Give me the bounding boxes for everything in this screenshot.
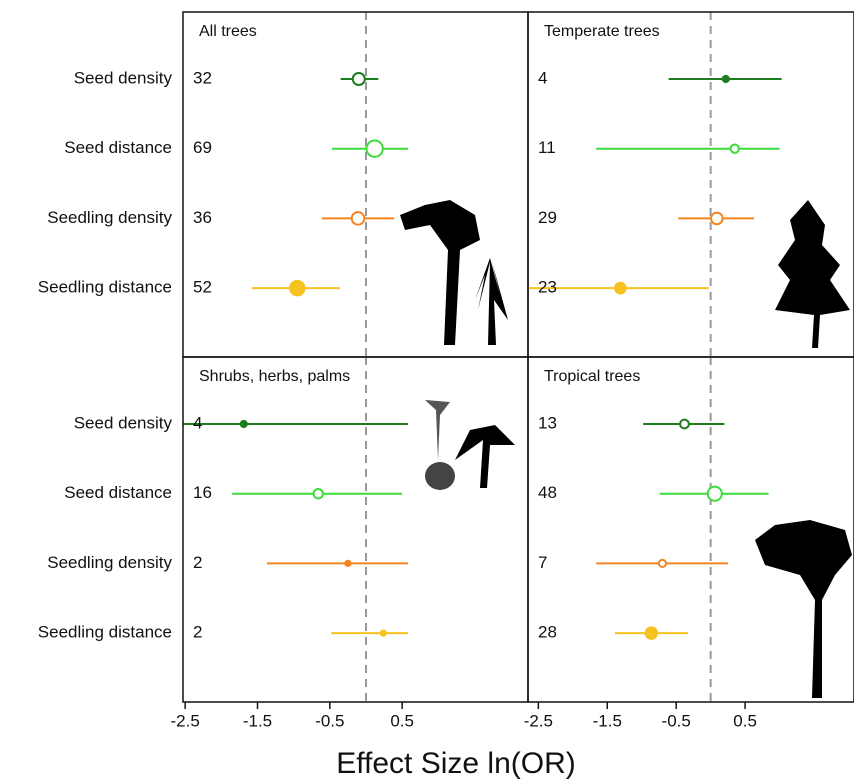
n-label: 32 bbox=[193, 68, 212, 87]
n-label: 48 bbox=[538, 483, 557, 502]
row-label: Seedling density bbox=[47, 208, 172, 227]
point-estimate bbox=[706, 485, 723, 502]
row-label: Seed density bbox=[74, 413, 173, 432]
point-estimate bbox=[657, 558, 668, 569]
x-tick-label: 0.5 bbox=[390, 711, 414, 730]
n-label: 4 bbox=[538, 68, 547, 87]
n-label: 11 bbox=[538, 138, 556, 157]
n-label: 36 bbox=[193, 208, 212, 227]
n-label: 4 bbox=[193, 413, 202, 432]
point-estimate bbox=[614, 281, 627, 295]
n-label: 23 bbox=[538, 278, 557, 297]
row-label: Seed distance bbox=[64, 138, 172, 157]
panel-frame bbox=[182, 11, 529, 358]
point-estimate bbox=[679, 418, 690, 430]
n-label: 7 bbox=[538, 553, 547, 572]
silhouettes bbox=[400, 200, 852, 698]
panel-title: All trees bbox=[199, 23, 257, 40]
row-label: Seed distance bbox=[64, 483, 172, 502]
n-label: 28 bbox=[538, 623, 557, 642]
x-tick-label: -1.5 bbox=[243, 711, 272, 730]
point-estimate bbox=[239, 419, 248, 429]
panel-title: Tropical trees bbox=[544, 368, 640, 385]
panel-title: Temperate trees bbox=[544, 23, 660, 40]
point-estimate bbox=[289, 279, 306, 297]
n-label: 2 bbox=[193, 553, 202, 572]
x-tick-label: -0.5 bbox=[315, 711, 344, 730]
point-estimate bbox=[644, 626, 659, 640]
row-label: Seed density bbox=[74, 68, 173, 87]
point-estimate bbox=[379, 629, 387, 637]
panel-frame bbox=[527, 356, 854, 703]
point-estimate bbox=[721, 74, 730, 84]
n-label: 52 bbox=[193, 278, 212, 297]
point-estimate bbox=[729, 143, 740, 154]
row-label: Seedling distance bbox=[38, 278, 172, 297]
point-estimate bbox=[351, 71, 366, 87]
point-estimate bbox=[344, 559, 352, 568]
panel-title: Shrubs, herbs, palms bbox=[199, 368, 350, 385]
n-label: 2 bbox=[193, 623, 202, 642]
panel-frame bbox=[182, 356, 529, 703]
x-tick-label: -2.5 bbox=[524, 711, 553, 730]
n-label: 16 bbox=[193, 483, 212, 502]
n-label: 29 bbox=[538, 208, 557, 227]
point-estimate bbox=[350, 211, 366, 226]
x-tick-label: -1.5 bbox=[593, 711, 622, 730]
n-label: 69 bbox=[193, 138, 212, 157]
x-tick-label: -2.5 bbox=[171, 711, 200, 730]
point-estimate bbox=[710, 211, 724, 226]
x-axis-title: Effect Size ln(OR) bbox=[336, 747, 576, 780]
row-label: Seedling distance bbox=[38, 623, 172, 642]
x-tick-label: -0.5 bbox=[662, 711, 691, 730]
point-estimate bbox=[365, 139, 384, 158]
row-label: Seedling density bbox=[47, 553, 172, 572]
point-estimate bbox=[312, 488, 324, 500]
x-tick-label: 0.5 bbox=[733, 711, 757, 730]
n-label: 13 bbox=[538, 413, 557, 432]
